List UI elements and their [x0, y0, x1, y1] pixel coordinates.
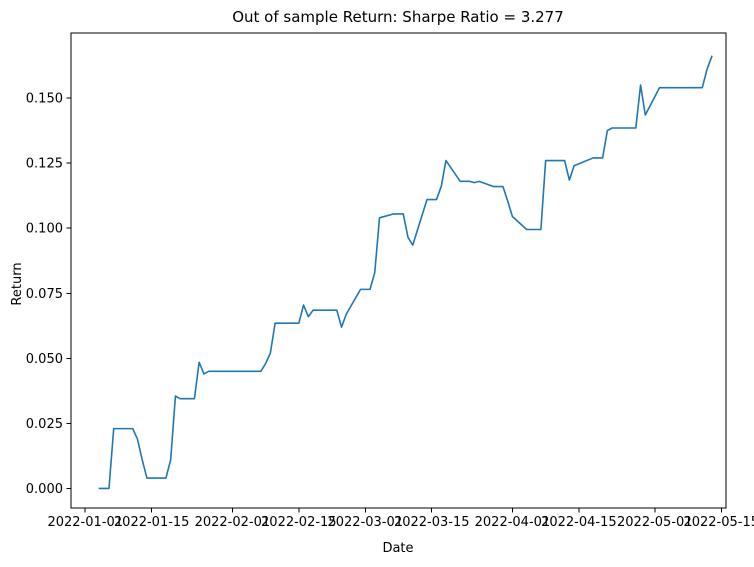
x-tick-label: 2022-01-15 — [114, 515, 190, 530]
x-tick-label: 2022-03-15 — [394, 515, 470, 530]
chart-title: Out of sample Return: Sharpe Ratio = 3.2… — [232, 8, 564, 26]
x-tick-label: 2022-05-01 — [617, 515, 693, 530]
y-tick-label: 0.000 — [26, 482, 63, 497]
y-axis: 0.000 0.025 0.050 0.075 0.100 0.125 0.150 — [26, 92, 71, 497]
y-tick-label: 0.075 — [26, 287, 63, 302]
y-tick-label: 0.050 — [26, 352, 63, 367]
x-tick-label: 2022-02-15 — [261, 515, 337, 530]
y-tick-label: 0.150 — [26, 92, 63, 107]
axes-frame — [71, 33, 726, 508]
x-tick-label: 2022-01-01 — [47, 515, 123, 530]
x-tick-label: 2022-04-01 — [475, 515, 551, 530]
series-line-0 — [99, 56, 711, 488]
y-tick-label: 0.025 — [26, 417, 63, 432]
x-tick-label: 2022-04-15 — [541, 515, 617, 530]
plot-area — [71, 33, 726, 508]
x-tick-label: 2022-03-01 — [327, 515, 403, 530]
y-tick-label: 0.125 — [26, 157, 63, 172]
x-tick-label: 2022-05-15 — [683, 515, 754, 530]
x-axis-label: Date — [382, 541, 413, 556]
y-axis-label: Return — [10, 262, 25, 305]
x-tick-label: 2022-02-01 — [195, 515, 271, 530]
y-tick-label: 0.100 — [26, 222, 63, 237]
